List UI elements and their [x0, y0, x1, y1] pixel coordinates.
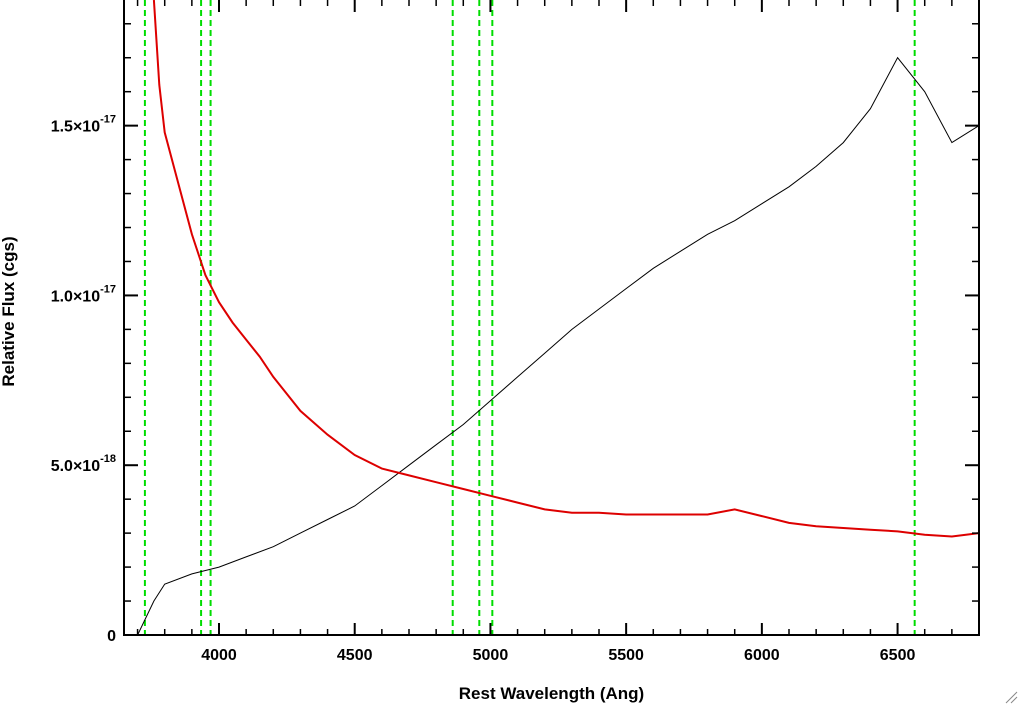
- y-tick-mantissa: 1.5×10: [51, 119, 100, 136]
- y-tick-exponent: -17: [100, 283, 116, 295]
- y-tick-mantissa: 1.0×10: [51, 288, 100, 305]
- series-layer: [137, 0, 980, 636]
- y-tick-label: 5.0×10-18: [51, 453, 116, 475]
- axis-ticks: [124, 0, 980, 636]
- y-tick-label: 1.5×10-17: [51, 114, 116, 136]
- x-tick-label: 6500: [880, 647, 916, 664]
- y-tick-mantissa: 5.0×10: [51, 458, 100, 475]
- x-tick-label: 5000: [473, 647, 509, 664]
- y-tick-label: 1.0×10-17: [51, 283, 116, 305]
- x-tick-label: 6000: [744, 647, 780, 664]
- reference-lines: [143, 0, 916, 635]
- resize-grip-icon[interactable]: [1004, 690, 1018, 704]
- x-tick-label: 4000: [201, 647, 237, 664]
- y-tick-label: 0: [107, 628, 116, 645]
- y-tick-mantissa: 0: [107, 628, 116, 645]
- x-axis-title: Rest Wavelength (Ang): [459, 684, 644, 703]
- x-tick-label: 5500: [608, 647, 644, 664]
- x-tick-label: 4500: [337, 647, 373, 664]
- y-tick-exponent: -17: [100, 114, 116, 126]
- y-axis-title: Relative Flux (cgs): [0, 236, 18, 386]
- x-tick-labels: 4000 4500 5000 5500 6000 6500: [201, 647, 915, 664]
- y-tick-exponent: -18: [100, 453, 116, 465]
- series-line-0: [137, 56, 980, 636]
- y-tick-labels: 05.0×10-181.0×10-171.5×10-17: [51, 114, 116, 645]
- plot-frame: [123, 0, 980, 636]
- series-line-1: [152, 0, 980, 538]
